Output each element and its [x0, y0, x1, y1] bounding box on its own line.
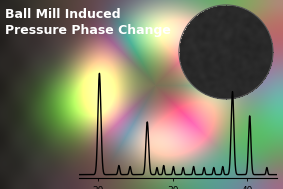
Text: Ball Mill Induced
Pressure Phase Change: Ball Mill Induced Pressure Phase Change: [5, 8, 171, 37]
